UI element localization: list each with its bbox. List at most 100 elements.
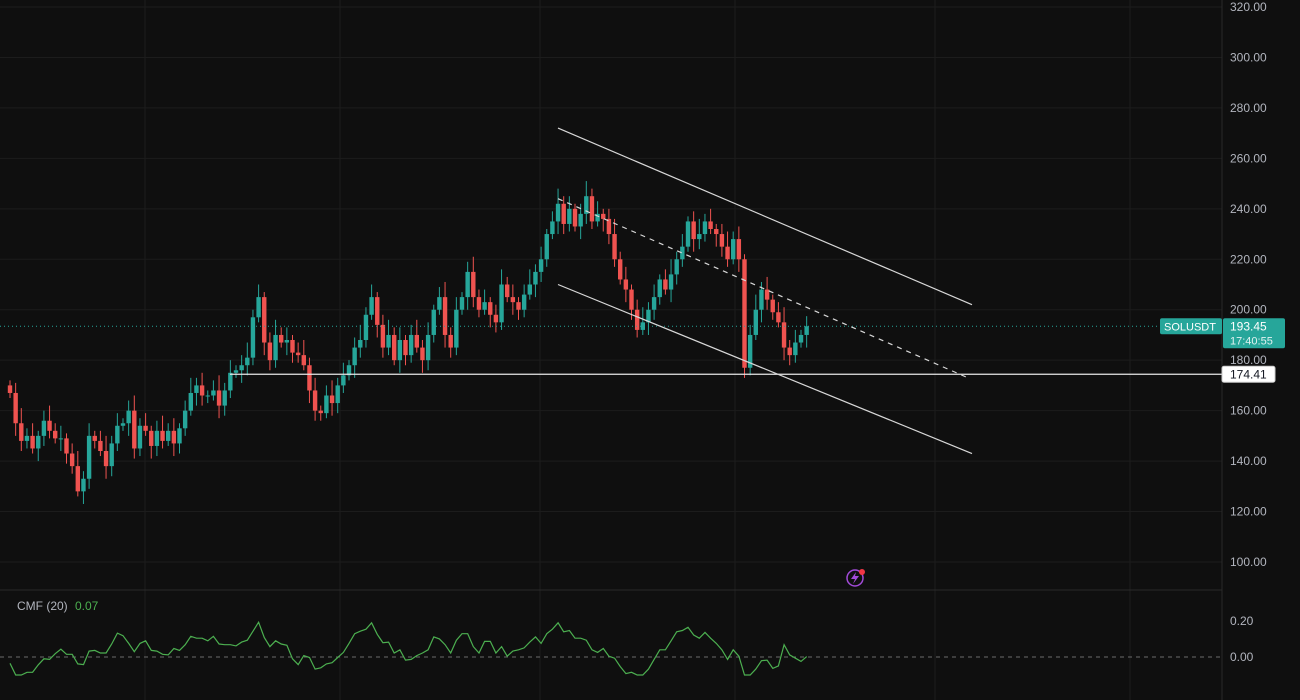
candle-body: [454, 309, 459, 348]
candle-body: [493, 314, 499, 323]
candle-body: [420, 347, 425, 361]
candlestick-series: [0, 181, 1222, 504]
candle-body: [41, 420, 47, 436]
channel-mid-line[interactable]: [557, 198, 969, 379]
candle-body: [691, 221, 696, 240]
candle-body: [312, 390, 318, 411]
candle-body: [199, 385, 205, 396]
y-tick-label: 240.00: [1230, 202, 1267, 216]
candle-body: [301, 355, 306, 366]
cmf-tick-label: 0.00: [1230, 650, 1254, 664]
candle-body: [674, 259, 679, 275]
candle-body: [211, 390, 216, 396]
candle-body: [233, 370, 239, 373]
candle-body: [19, 423, 24, 441]
candle-body: [47, 420, 52, 431]
cmf-indicator-value: 0.07: [75, 599, 99, 613]
candle-body: [216, 390, 222, 406]
candle-body: [657, 279, 662, 298]
candle-body: [369, 297, 374, 315]
candle-body: [787, 347, 792, 356]
candle-body: [239, 365, 244, 371]
candle-body: [324, 395, 329, 414]
candle-body: [759, 289, 764, 310]
cmf-indicator-pane: [0, 620, 1222, 676]
horizontal-line-price-label: 174.41: [1221, 365, 1276, 383]
candle-body: [442, 297, 448, 335]
channel-lower-line[interactable]: [557, 283, 973, 455]
candle-body: [177, 428, 182, 444]
flash-alert-icon[interactable]: [846, 569, 865, 587]
candle-body: [606, 218, 612, 235]
candle-body: [471, 271, 476, 298]
candle-body: [781, 322, 787, 348]
candle-body: [725, 246, 730, 260]
candle-body: [403, 340, 408, 356]
candle-body: [538, 259, 544, 272]
candle-body: [663, 279, 668, 290]
candle-body: [64, 438, 69, 454]
candle-body: [736, 239, 742, 260]
candle-body: [256, 297, 261, 318]
y-tick-label: 120.00: [1230, 505, 1267, 519]
last-price-text: 193.45: [1230, 319, 1267, 333]
hline-price-text: 174.41: [1230, 367, 1267, 381]
candle-body: [318, 410, 323, 414]
candle-body: [431, 309, 436, 335]
cmf-tick-label: 0.20: [1230, 614, 1254, 628]
candle-body: [550, 221, 555, 235]
candle-body: [86, 435, 92, 479]
hline-tag: [1221, 365, 1276, 383]
candle-body: [352, 347, 357, 366]
candle-body: [154, 430, 160, 446]
channel-upper-line[interactable]: [557, 127, 973, 306]
y-tick-label: 260.00: [1230, 151, 1267, 165]
symbol-tag: [1160, 318, 1222, 335]
candle-body: [126, 410, 131, 424]
countdown-text: 17:40:55: [1230, 335, 1273, 347]
candle-body: [228, 372, 233, 391]
candle-body: [798, 334, 804, 343]
candle-body: [465, 271, 470, 298]
candle-body: [295, 352, 301, 356]
y-tick-label: 220.00: [1230, 252, 1267, 266]
candle-body: [386, 334, 391, 348]
y-tick-label: 140.00: [1230, 454, 1267, 468]
y-tick-label: 300.00: [1230, 50, 1267, 64]
candle-body: [103, 451, 109, 467]
candle-body: [132, 410, 137, 449]
price-tag: [1223, 318, 1285, 349]
trend-drawings[interactable]: [230, 127, 1222, 455]
candle-body: [601, 213, 606, 219]
candle-body: [358, 340, 363, 348]
y-tick-label: 320.00: [1230, 0, 1267, 14]
candle-body: [380, 324, 386, 348]
candle-body: [437, 297, 442, 310]
candle-body: [279, 334, 284, 343]
candle-body: [341, 375, 346, 386]
cmf-indicator-name[interactable]: CMF (20): [17, 599, 68, 613]
candle-body: [634, 309, 640, 330]
candle-body: [527, 284, 532, 295]
candle-body: [578, 213, 583, 227]
candle-body: [408, 334, 414, 356]
candle-body: [719, 234, 725, 247]
candle-body: [284, 340, 290, 343]
candle-body: [521, 294, 527, 310]
candle-body: [488, 302, 493, 315]
candle-body: [397, 340, 403, 361]
candle-body: [544, 234, 549, 260]
candle-body: [160, 430, 165, 441]
candle-body: [53, 430, 58, 439]
last-price-label: SOLUSDT 193.45 17:40:55: [1160, 318, 1285, 349]
candle-body: [680, 246, 685, 260]
candle-body: [149, 430, 154, 446]
candle-body: [92, 435, 97, 441]
candle-body: [612, 234, 617, 260]
candle-body: [476, 297, 482, 310]
candle-body: [166, 430, 171, 441]
candle-body: [346, 365, 352, 376]
candle-body: [115, 425, 120, 444]
candle-body: [702, 221, 708, 235]
